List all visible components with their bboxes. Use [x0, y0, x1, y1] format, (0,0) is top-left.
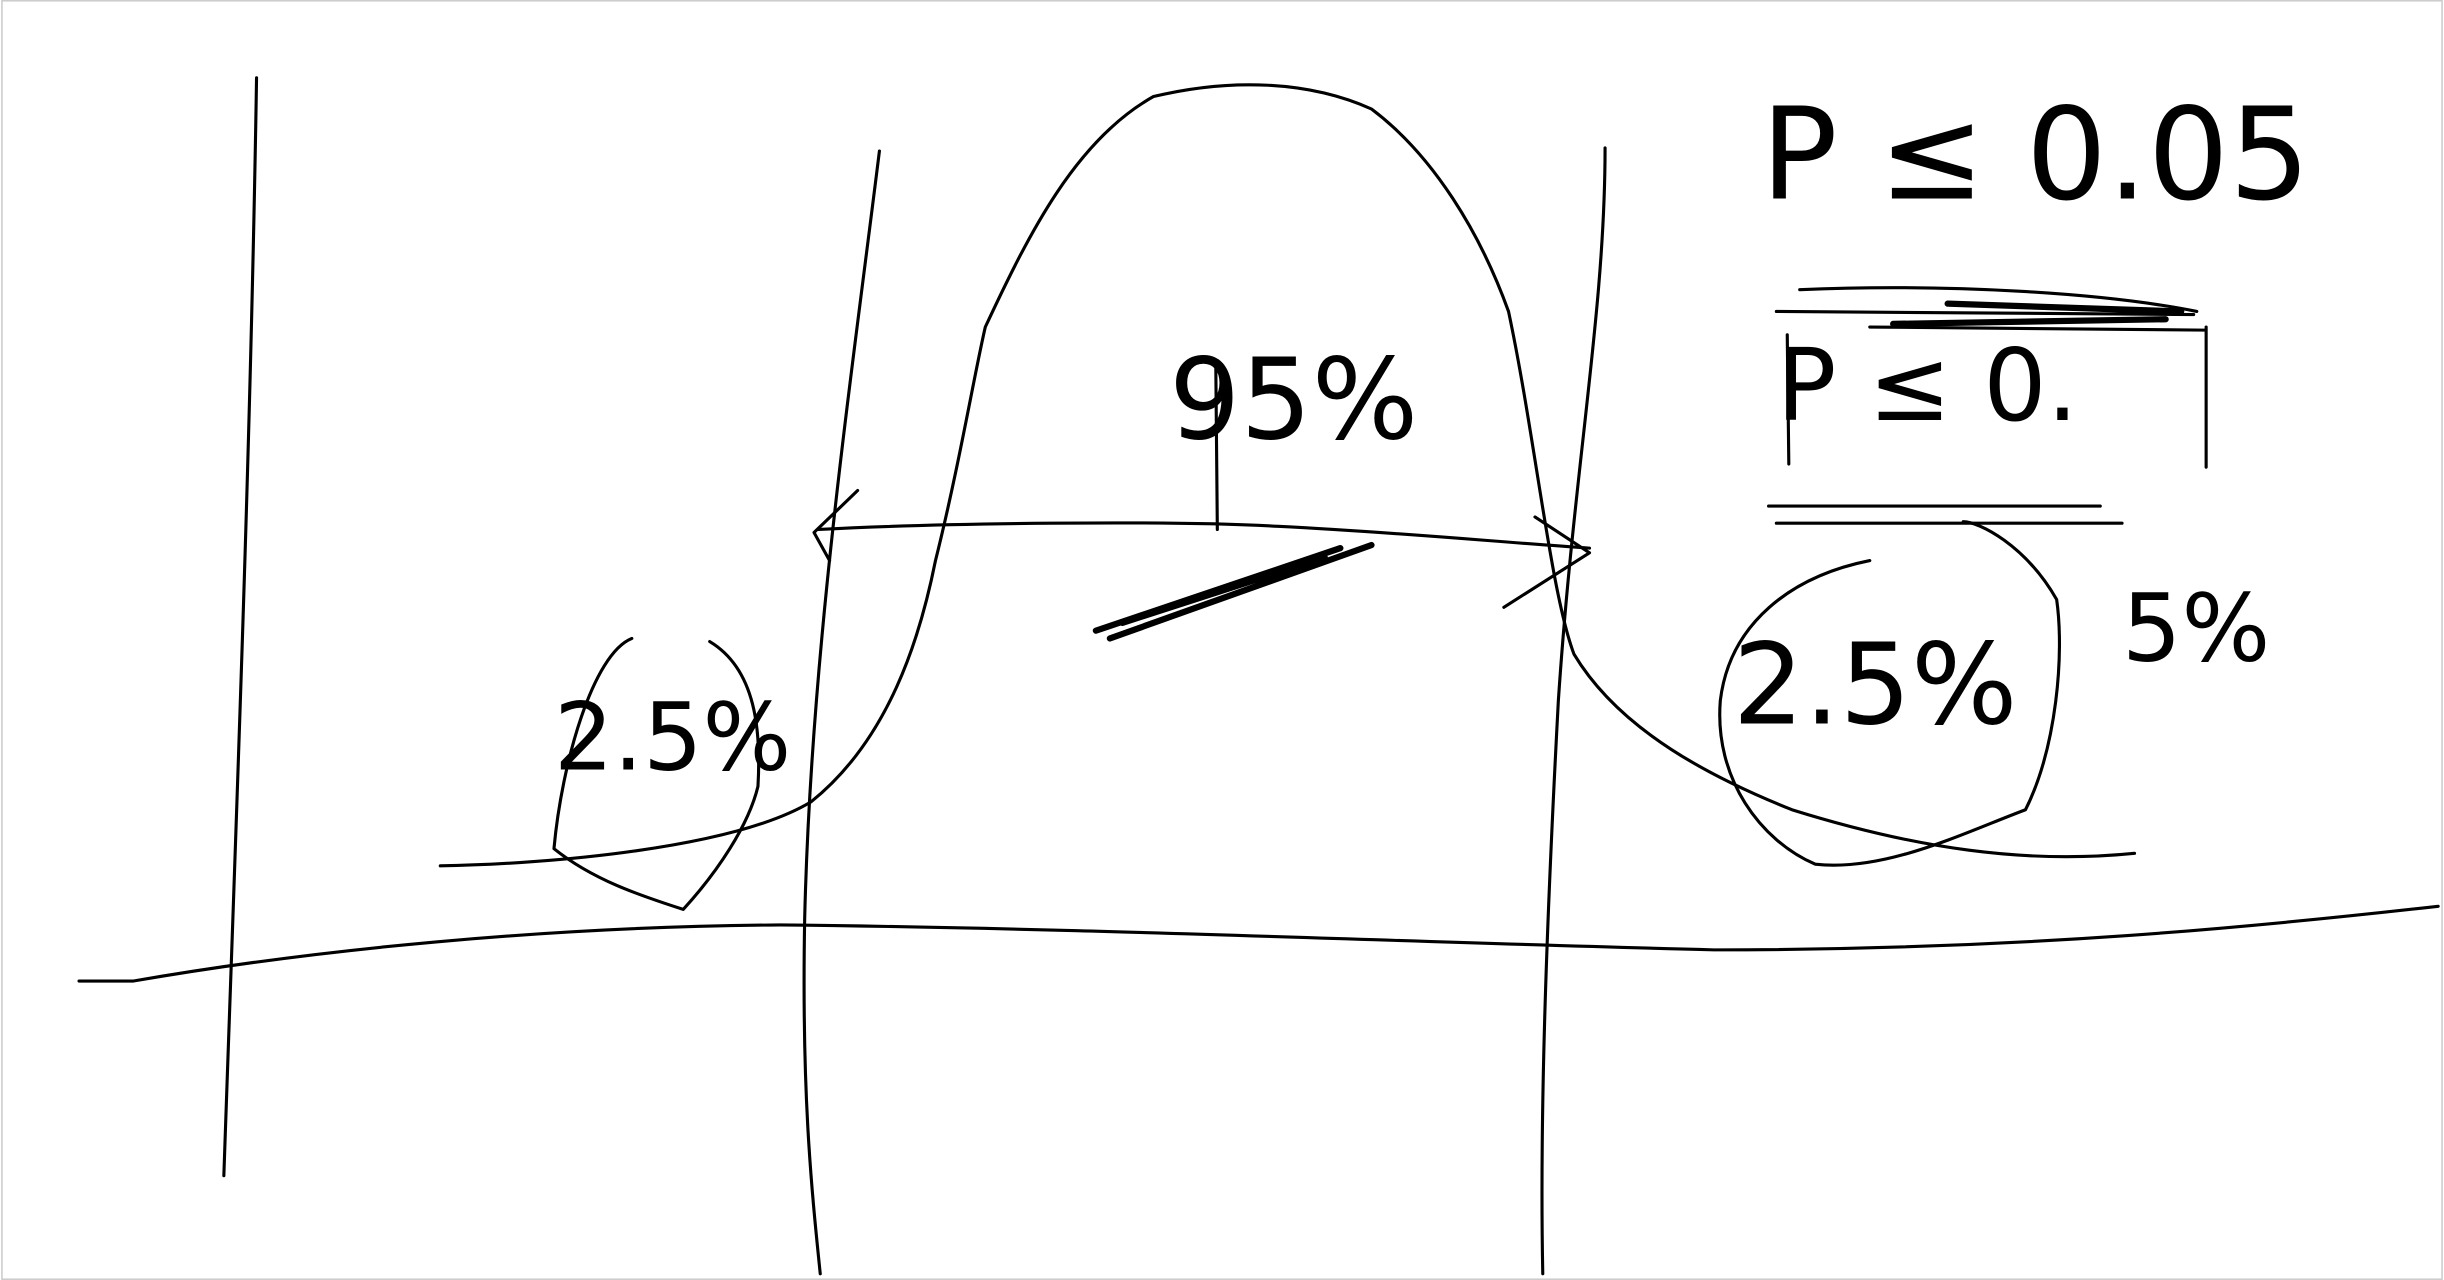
formula-boxed: P ≤ 0. — [1776, 328, 2078, 444]
center-label: 95% — [1169, 336, 1418, 466]
bell-curve — [438, 83, 2137, 868]
right-tail-circle — [1718, 520, 2061, 867]
scribble — [1092, 541, 1375, 642]
underline — [1767, 504, 2124, 525]
tails-total-label: 5% — [2122, 575, 2270, 684]
right-tail-label: 2.5% — [1733, 621, 2018, 751]
x-axis — [77, 904, 2440, 983]
tick — [1214, 361, 1219, 531]
left-boundary — [802, 149, 881, 1276]
drawing — [77, 76, 2440, 1276]
arrow-head-right — [1502, 515, 1592, 609]
interval-arrow — [817, 521, 1592, 550]
right-boundary — [1540, 146, 1607, 1276]
formula-box — [1774, 286, 2208, 469]
scribble — [1890, 300, 2185, 328]
arrow-head-left — [812, 488, 860, 563]
y-axis — [222, 76, 259, 1178]
left-tail-circle — [552, 636, 761, 911]
left-tail-label: 2.5% — [554, 684, 791, 793]
formula: P ≤ 0.05 — [1761, 81, 2310, 230]
